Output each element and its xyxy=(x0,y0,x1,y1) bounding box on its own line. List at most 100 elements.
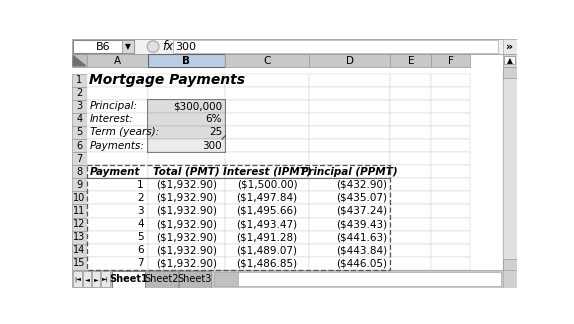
Bar xyxy=(309,204,390,217)
Bar xyxy=(503,87,517,100)
Bar xyxy=(504,56,515,64)
Bar xyxy=(87,139,148,152)
Text: »: » xyxy=(506,41,513,52)
Bar xyxy=(503,259,517,270)
Bar xyxy=(87,204,148,217)
Text: 1: 1 xyxy=(76,75,83,85)
Text: ($1,932.90): ($1,932.90) xyxy=(156,258,217,268)
Bar xyxy=(503,54,517,67)
Text: A: A xyxy=(114,56,121,66)
Bar xyxy=(431,231,470,244)
Bar xyxy=(87,100,148,113)
Text: D: D xyxy=(346,56,354,66)
Text: ($1,932.90): ($1,932.90) xyxy=(156,180,217,190)
Bar xyxy=(87,257,148,270)
Text: 300: 300 xyxy=(203,141,222,151)
Bar xyxy=(148,113,225,126)
Text: F: F xyxy=(448,56,453,66)
Bar xyxy=(214,272,238,286)
Bar xyxy=(503,217,517,231)
Bar xyxy=(72,191,87,204)
Text: Principal (PPMT): Principal (PPMT) xyxy=(301,167,398,177)
Bar xyxy=(72,270,517,288)
Bar xyxy=(390,217,431,231)
Bar xyxy=(309,87,390,100)
Bar xyxy=(72,139,87,152)
Text: Payment: Payment xyxy=(90,167,140,177)
Text: ▲: ▲ xyxy=(507,56,513,65)
Bar xyxy=(225,139,309,152)
Bar xyxy=(72,54,87,67)
Text: 25: 25 xyxy=(209,127,222,137)
Text: 4: 4 xyxy=(76,114,83,124)
Bar xyxy=(431,100,470,113)
Bar xyxy=(431,178,470,191)
Bar xyxy=(503,113,517,126)
Text: ▼: ▼ xyxy=(125,42,130,51)
Text: Principal:: Principal: xyxy=(90,101,138,111)
Text: 15: 15 xyxy=(73,258,86,268)
Text: ($1,497.84): ($1,497.84) xyxy=(236,193,297,203)
Text: 9: 9 xyxy=(76,180,83,190)
Text: 13: 13 xyxy=(73,232,86,242)
Text: ($437.24): ($437.24) xyxy=(336,206,387,216)
Bar xyxy=(390,231,431,244)
Bar xyxy=(431,54,470,67)
Bar xyxy=(225,231,309,244)
Bar xyxy=(431,204,470,217)
Text: 8: 8 xyxy=(76,167,83,177)
Bar xyxy=(390,191,431,204)
Bar xyxy=(503,39,517,54)
Bar xyxy=(225,126,309,139)
Bar xyxy=(503,152,517,165)
Text: ($1,932.90): ($1,932.90) xyxy=(156,206,217,216)
Bar xyxy=(72,204,87,217)
Bar xyxy=(503,178,517,191)
Bar xyxy=(87,87,148,100)
Bar xyxy=(112,271,145,288)
Bar xyxy=(309,231,390,244)
Bar xyxy=(148,191,225,204)
Bar xyxy=(309,257,390,270)
Bar xyxy=(72,244,87,257)
Text: B: B xyxy=(183,56,191,66)
Bar xyxy=(390,204,431,217)
Bar xyxy=(87,165,148,178)
Bar xyxy=(179,271,211,288)
Bar xyxy=(309,244,390,257)
Text: ($1,932.90): ($1,932.90) xyxy=(156,219,217,229)
Bar xyxy=(148,178,225,191)
Text: 10: 10 xyxy=(73,193,86,203)
Text: 300: 300 xyxy=(176,41,197,52)
Bar xyxy=(225,204,309,217)
Text: ($446.05): ($446.05) xyxy=(336,258,387,268)
Bar xyxy=(390,74,431,87)
Text: ($1,932.90): ($1,932.90) xyxy=(156,232,217,242)
Bar xyxy=(83,272,91,287)
Bar xyxy=(72,87,87,100)
Text: 1: 1 xyxy=(137,180,144,190)
Bar xyxy=(431,257,470,270)
Bar xyxy=(431,217,470,231)
Bar xyxy=(225,244,309,257)
Text: Payments:: Payments: xyxy=(90,141,145,151)
Bar xyxy=(390,152,431,165)
Bar xyxy=(148,257,225,270)
Bar xyxy=(431,126,470,139)
Text: ($1,491.28): ($1,491.28) xyxy=(236,232,297,242)
Bar xyxy=(431,191,470,204)
Bar xyxy=(390,165,431,178)
Text: 4: 4 xyxy=(137,219,144,229)
Bar xyxy=(73,272,82,287)
Bar xyxy=(72,126,87,139)
Bar xyxy=(431,152,470,165)
Bar xyxy=(148,165,225,178)
Bar xyxy=(225,178,309,191)
Bar xyxy=(309,165,390,178)
Bar xyxy=(225,165,309,178)
Text: ($1,486.85): ($1,486.85) xyxy=(236,258,297,268)
Bar xyxy=(503,244,517,257)
Bar xyxy=(390,113,431,126)
Text: ($439.43): ($439.43) xyxy=(336,219,387,229)
Bar xyxy=(87,152,148,165)
